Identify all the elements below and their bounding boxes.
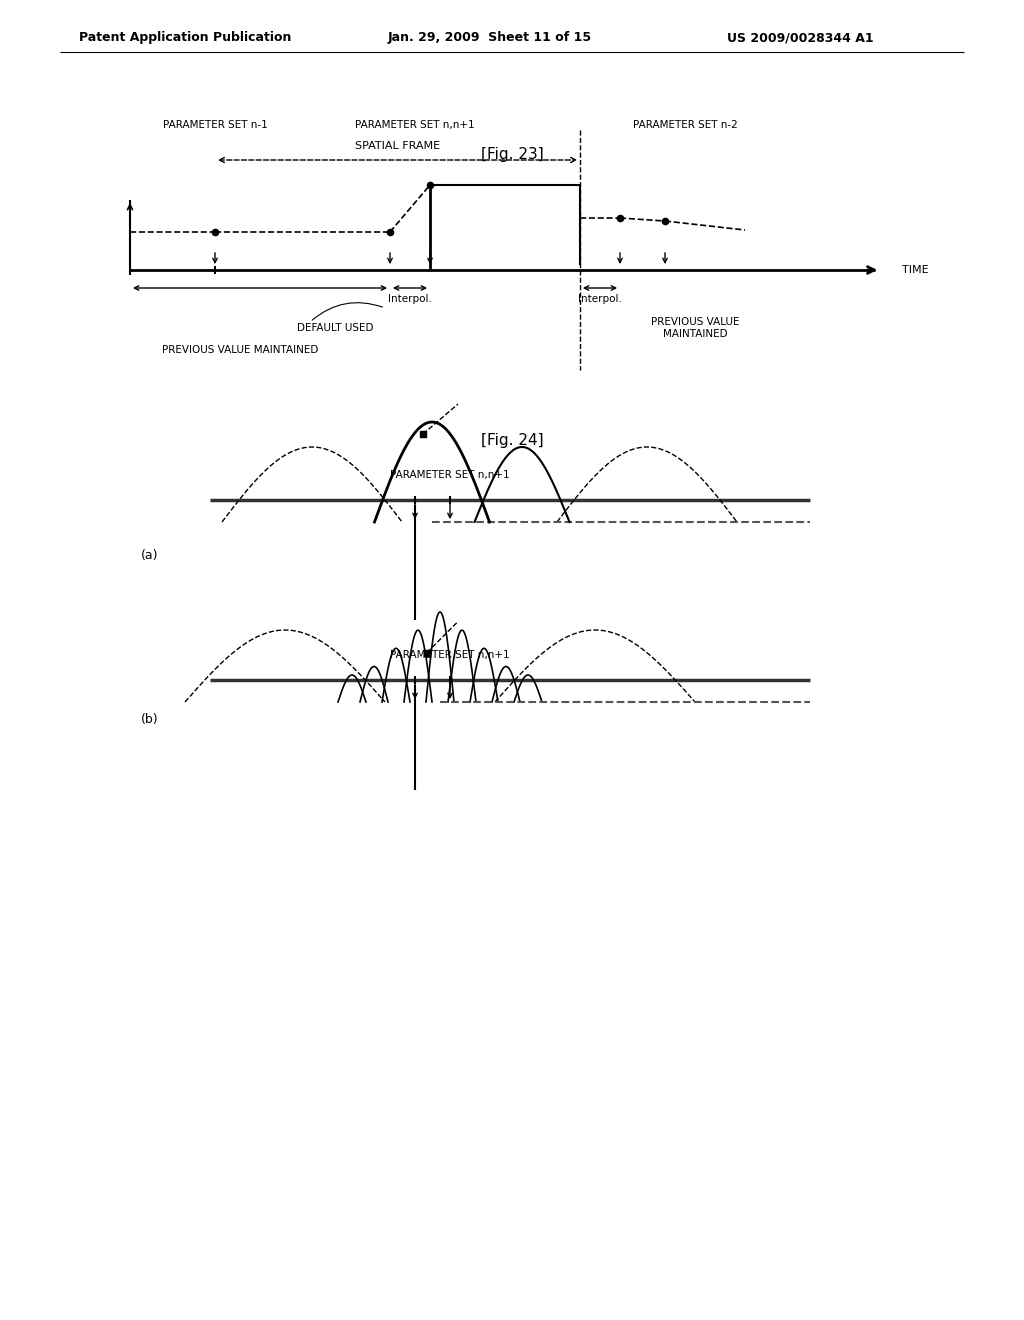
Text: Patent Application Publication: Patent Application Publication — [79, 32, 291, 45]
Text: PARAMETER SET n-2: PARAMETER SET n-2 — [633, 120, 737, 129]
Text: Interpol.: Interpol. — [388, 294, 432, 304]
Text: (a): (a) — [141, 549, 159, 561]
Text: [Fig. 24]: [Fig. 24] — [480, 433, 544, 447]
Text: PREVIOUS VALUE
MAINTAINED: PREVIOUS VALUE MAINTAINED — [650, 317, 739, 339]
Text: (b): (b) — [141, 714, 159, 726]
Text: PARAMETER SET n,n+1: PARAMETER SET n,n+1 — [390, 649, 510, 660]
Text: PARAMETER SET n-1: PARAMETER SET n-1 — [163, 120, 267, 129]
Text: SPATIAL FRAME: SPATIAL FRAME — [355, 141, 440, 150]
Text: US 2009/0028344 A1: US 2009/0028344 A1 — [727, 32, 873, 45]
Text: PARAMETER SET n,n+1: PARAMETER SET n,n+1 — [355, 120, 475, 129]
Text: PARAMETER SET n,n+1: PARAMETER SET n,n+1 — [390, 470, 510, 480]
Text: TIME: TIME — [902, 265, 929, 275]
Text: [Fig. 23]: [Fig. 23] — [480, 148, 544, 162]
Text: DEFAULT USED: DEFAULT USED — [297, 323, 374, 333]
Text: Interpol.: Interpol. — [579, 294, 622, 304]
Text: PREVIOUS VALUE MAINTAINED: PREVIOUS VALUE MAINTAINED — [162, 345, 318, 355]
Text: Jan. 29, 2009  Sheet 11 of 15: Jan. 29, 2009 Sheet 11 of 15 — [388, 32, 592, 45]
